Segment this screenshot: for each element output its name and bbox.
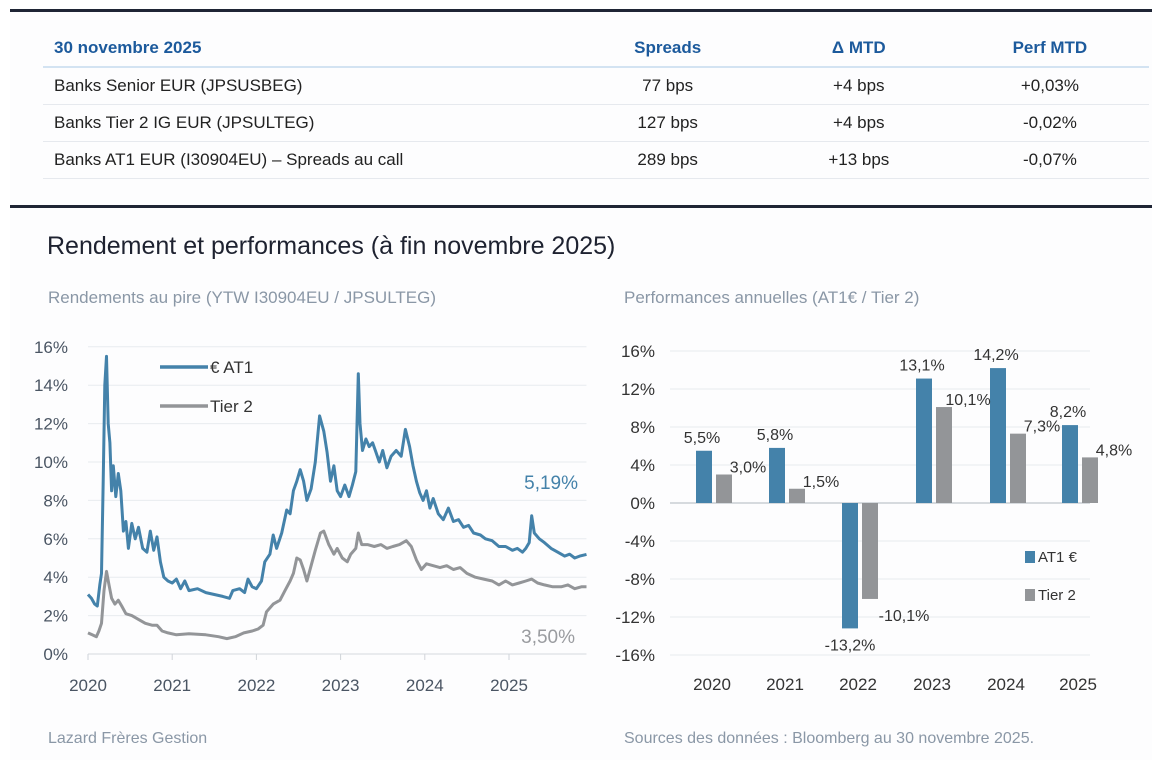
x-tick-label: 2025 [490, 676, 528, 695]
row-delta: +13 bps [766, 141, 951, 179]
data-label-at1: -13,2% [825, 637, 876, 654]
table-row: Banks Senior EUR (JPSUSBEG) 77 bps +4 bp… [43, 67, 1149, 105]
line-chart: 0% 2% 4% 6% 8% 10% 12% 14% 16% 2020 2021 2022 2023 20… [34, 338, 587, 695]
data-label-at1: 5,8% [757, 427, 793, 444]
row-spread: 77 bps [568, 67, 767, 105]
legend-label-at1: € AT1 [210, 358, 253, 377]
x-tick-label: 2025 [1059, 675, 1097, 694]
y-tick-label: 0% [630, 494, 655, 513]
bar-tier2-2022 [862, 503, 878, 599]
x-tick-label: 2022 [839, 675, 877, 694]
row-delta: +4 bps [766, 104, 951, 142]
x-tick-label: 2020 [69, 676, 107, 695]
end-label-tier2: 3,50% [521, 627, 575, 648]
data-label-at1: 8,2% [1050, 404, 1086, 421]
table-row: Banks Tier 2 IG EUR (JPSULTEG) 127 bps +… [43, 104, 1149, 142]
table-header-row: 30 novembre 2025 Spreads Δ MTD Perf MTD [43, 30, 1149, 68]
footer-source-right: Sources des données : Bloomberg au 30 no… [624, 730, 1035, 747]
x-tick-label: 2021 [153, 676, 191, 695]
x-tick-label: 2024 [987, 675, 1025, 694]
spreads-table: 30 novembre 2025 Spreads Δ MTD Perf MTD … [43, 30, 1149, 179]
y-tick-label: 16% [621, 342, 655, 361]
y-tick-label: 4% [43, 568, 68, 587]
data-label-tier2: 7,3% [1024, 419, 1060, 436]
y-tick-label: 12% [34, 415, 68, 434]
row-spread: 289 bps [568, 141, 767, 179]
x-tick-label: 2024 [406, 676, 444, 695]
y-tick-label: 16% [34, 338, 68, 357]
row-delta: +4 bps [766, 67, 951, 105]
data-label-tier2: 4,8% [1096, 442, 1132, 459]
data-label-at1: 14,2% [973, 347, 1018, 364]
series-line-at1 [86, 354, 587, 608]
data-label-tier2: -10,1% [879, 608, 930, 625]
y-tick-label: -16% [615, 646, 655, 665]
legend-label-at1: AT1 € [1038, 549, 1078, 566]
bar-tier2-2025 [1082, 457, 1098, 503]
section-title: Rendement et performances (à fin novembr… [47, 232, 616, 260]
row-perf: +0,03% [950, 67, 1149, 105]
bar-at1-2025 [1062, 425, 1078, 503]
y-tick-label: 8% [43, 491, 68, 510]
data-label-tier2: 1,5% [803, 474, 839, 491]
series-line-tier2 [87, 529, 587, 641]
bar-chart: -16% -12% -8% -4% 0% 4% 8% 12% 16% 2020 2021 2022 20… [615, 342, 1132, 694]
footer-source-left: Lazard Frères Gestion [48, 730, 208, 747]
data-label-at1: 13,1% [899, 358, 944, 375]
bar-tier2-2020 [716, 474, 732, 503]
y-tick-label: 10% [34, 453, 68, 472]
line-chart-title: Rendements au pire (YTW I30904EU / JPSUL… [48, 288, 437, 307]
header-delta-mtd: Δ MTD [766, 30, 951, 68]
x-tick-label: 2021 [766, 675, 804, 694]
bar-at1-2020 [696, 450, 712, 503]
bar-at1-2024 [990, 368, 1006, 503]
data-label-tier2: 10,1% [945, 392, 990, 409]
y-tick-label: 8% [630, 418, 655, 437]
bar-at1-2022 [842, 503, 858, 629]
x-tick-label: 2023 [322, 676, 360, 695]
row-spread: 127 bps [568, 104, 767, 142]
row-perf: -0,07% [950, 141, 1149, 179]
top-rule [10, 9, 1152, 12]
x-tick-label: 2020 [693, 675, 731, 694]
section-rule [10, 205, 1152, 208]
y-tick-label: -8% [625, 570, 655, 589]
bar-tier2-2024 [1010, 433, 1026, 503]
y-tick-label: 12% [621, 380, 655, 399]
y-tick-label: 2% [43, 607, 68, 626]
y-tick-label: -12% [615, 608, 655, 627]
bar-tier2-2023 [936, 407, 952, 503]
bar-at1-2023 [916, 378, 932, 503]
y-tick-label: 6% [43, 530, 68, 549]
y-tick-label: 0% [43, 645, 68, 664]
row-perf: -0,02% [950, 104, 1149, 142]
header-spreads: Spreads [568, 30, 767, 68]
bar-chart-title: Performances annuelles (AT1€ / Tier 2) [624, 288, 920, 307]
x-tick-label: 2022 [237, 676, 275, 695]
legend-label-tier2: Tier 2 [210, 397, 253, 416]
table-row: Banks AT1 EUR (I30904EU) – Spreads au ca… [43, 141, 1149, 179]
row-name: Banks Tier 2 IG EUR (JPSULTEG) [43, 104, 569, 142]
y-tick-label: 14% [34, 376, 68, 395]
bar-at1-2021 [769, 447, 785, 503]
y-tick-label: -4% [625, 532, 655, 551]
y-tick-label: 4% [630, 456, 655, 475]
header-perf-mtd: Perf MTD [950, 30, 1149, 68]
legend-swatch-tier2 [1025, 589, 1035, 601]
legend-label-tier2: Tier 2 [1038, 587, 1076, 604]
row-name: Banks Senior EUR (JPSUSBEG) [43, 67, 569, 105]
x-tick-label: 2023 [913, 675, 951, 694]
header-date: 30 novembre 2025 [43, 30, 569, 68]
end-label-at1: 5,19% [524, 473, 578, 494]
bar-tier2-2021 [789, 488, 805, 503]
data-label-at1: 5,5% [684, 430, 720, 447]
legend-swatch-at1 [1025, 551, 1035, 563]
row-name: Banks AT1 EUR (I30904EU) – Spreads au ca… [43, 141, 569, 179]
data-label-tier2: 3,0% [730, 460, 766, 477]
